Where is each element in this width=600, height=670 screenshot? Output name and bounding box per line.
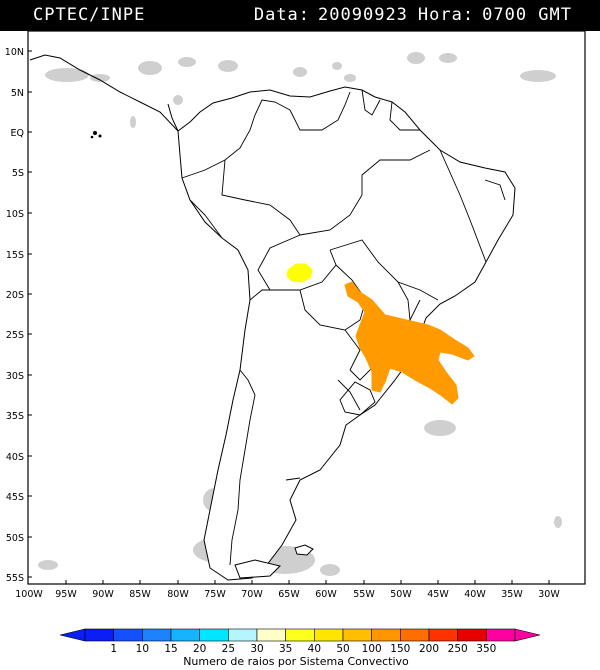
colorbar-tick-label: 20	[193, 643, 206, 655]
colorbar-tick-label: 10	[136, 643, 149, 655]
falkland-islands	[294, 544, 314, 556]
lon-label: 75W	[204, 589, 226, 600]
lat-label: 10N	[5, 47, 24, 58]
colorbar-swatch	[113, 628, 143, 642]
lon-label: 35W	[501, 589, 523, 600]
colorbar-swatch	[142, 628, 172, 642]
tierra-del-fuego	[234, 559, 281, 579]
lon-label: 95W	[55, 589, 77, 600]
time-label: Hora:	[417, 5, 475, 25]
longitude-axis: 100W 95W 90W 85W 80W 75W 70W 65W 60W 55W…	[15, 589, 560, 600]
colorbar-tick-label: 150	[390, 643, 410, 655]
lon-label: 100W	[15, 589, 43, 600]
colorbar-tick-label: 350	[476, 643, 496, 655]
colorbar: 1 10 15 20 25 30 35 40 50 100 150 200 250 350	[59, 628, 541, 655]
colorbar-arrow-left	[59, 628, 86, 642]
latitude-axis: 10N 5N EQ 5S 10S 15S 20S 25S 30S 35S 40S…	[5, 47, 24, 584]
colorbar-swatch	[457, 628, 487, 642]
colorbar-tick-label: 50	[336, 643, 349, 655]
colorbar-tick-label: 30	[250, 643, 263, 655]
colorbar-label: Numero de raios por Sistema Convectivo	[183, 655, 409, 668]
colorbar-tick-label: 100	[362, 643, 382, 655]
lat-label: 25S	[6, 330, 24, 341]
caribbean-coast	[167, 103, 179, 132]
lat-label: 10S	[6, 209, 24, 220]
source-label: CPTEC/INPE	[33, 5, 146, 25]
colorbar-arrow-right	[514, 628, 541, 642]
colorbar-swatch	[170, 628, 200, 642]
convective-system-high	[344, 281, 475, 405]
lon-label: 40W	[464, 589, 486, 600]
colorbar-swatch	[285, 628, 315, 642]
colorbar-swatch	[256, 628, 286, 642]
lat-label: 5S	[12, 168, 24, 179]
lat-label: 15S	[6, 250, 24, 261]
colorbar-swatch	[199, 628, 229, 642]
colorbar-tick-label: 40	[308, 643, 321, 655]
lon-label: 85W	[129, 589, 151, 600]
lon-label: 55W	[353, 589, 375, 600]
galapagos-islands	[90, 131, 102, 139]
colorbar-tick-label: 15	[164, 643, 177, 655]
lon-label: 45W	[427, 589, 449, 600]
lat-label: 20S	[6, 290, 24, 301]
colorbar-tick-label: 25	[222, 643, 235, 655]
lon-label: 60W	[315, 589, 337, 600]
lat-label: EQ	[11, 128, 24, 139]
colorbar-swatch	[228, 628, 258, 642]
convective-system-low	[286, 263, 313, 283]
colorbar-swatch	[342, 628, 372, 642]
colorbar-swatch	[486, 628, 516, 642]
lon-label: 70W	[241, 589, 263, 600]
colorbar-tick-label: 250	[448, 643, 468, 655]
date-value: 20090923	[318, 5, 408, 25]
lat-label: 40S	[6, 452, 24, 463]
colorbar-swatch	[314, 628, 344, 642]
lat-label: 35S	[6, 411, 24, 422]
datetime-label: Data: 20090923 Hora: 0700 GMT	[244, 5, 572, 25]
lon-label: 80W	[167, 589, 189, 600]
date-label: Data:	[253, 5, 311, 25]
colorbar-swatch	[84, 628, 114, 642]
central-america-outline	[29, 54, 179, 132]
time-value: 0700 GMT	[482, 5, 572, 25]
lon-label: 90W	[92, 589, 114, 600]
lat-label: 30S	[6, 371, 24, 382]
lon-label: 50W	[390, 589, 412, 600]
lon-label: 30W	[538, 589, 560, 600]
lat-label: 50S	[6, 533, 24, 544]
lat-label: 5N	[11, 88, 24, 99]
lon-label: 65W	[278, 589, 300, 600]
title-bar: CPTEC/INPE Data: 20090923 Hora: 0700 GMT	[0, 0, 600, 31]
latitude-ticks	[28, 50, 32, 578]
colorbar-tick-label: 35	[279, 643, 292, 655]
longitude-ticks	[65, 580, 550, 584]
colorbar-tick-label: 200	[419, 643, 439, 655]
colorbar-swatch	[371, 628, 401, 642]
colorbar-tick-label: 1	[110, 643, 117, 655]
colorbar-swatch	[400, 628, 430, 642]
lat-label: 45S	[6, 492, 24, 503]
colorbar-swatch	[428, 628, 458, 642]
lat-label: 55S	[6, 573, 24, 584]
